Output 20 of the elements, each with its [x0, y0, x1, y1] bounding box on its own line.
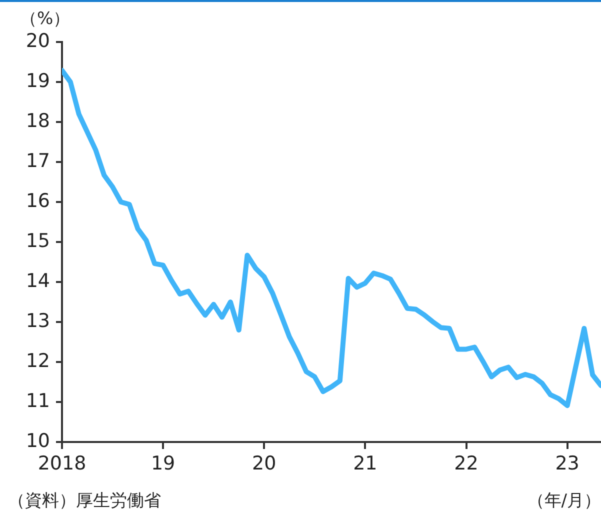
y-tick-label: 10 [26, 430, 50, 452]
x-tick-label: 20 [252, 452, 276, 474]
y-axis-title: （%） [20, 8, 70, 29]
x-tick-label: 23 [555, 452, 580, 474]
x-tick-label: 21 [353, 452, 378, 474]
text: （資料）厚生労働省 [8, 490, 161, 511]
y-tick-label: 19 [26, 70, 50, 92]
x-tick-label: 19 [150, 452, 176, 474]
y-tick-label: 20 [26, 30, 50, 52]
y-tick-label: 16 [26, 190, 50, 212]
x-tick-label: 22 [454, 452, 478, 474]
y-tick-label: 12 [26, 350, 50, 372]
y-tick-label: 15 [26, 230, 50, 252]
y-tick-label: 11 [26, 390, 50, 412]
x-axis-title: （年/月） [527, 490, 601, 511]
y-tick-label: 17 [26, 150, 50, 172]
y-tick-label: 14 [26, 270, 50, 292]
x-tick-label: 2018 [38, 452, 86, 474]
y-tick-label: 18 [26, 110, 50, 132]
y-tick-label: 13 [26, 310, 50, 332]
